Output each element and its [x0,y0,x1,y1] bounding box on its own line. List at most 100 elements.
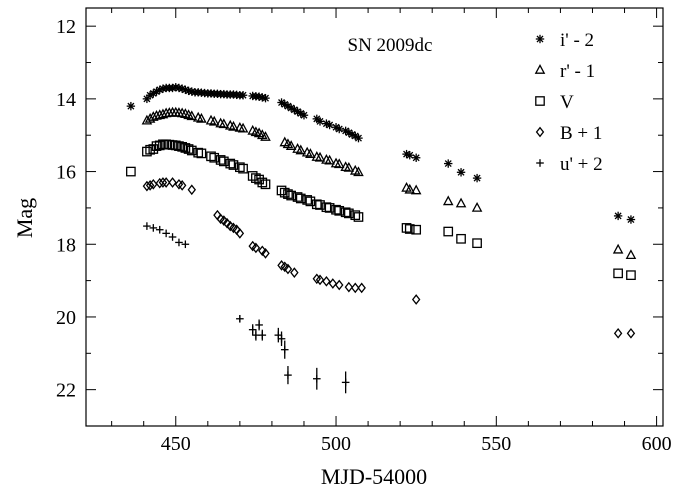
y-tick-label: 16 [56,162,76,184]
data-point-asterisk [126,101,136,111]
data-point-triangle [218,118,230,129]
data-point-triangle [151,109,162,120]
data-point-square [404,224,415,234]
data-point-asterisk [411,153,421,162]
data-point-triangle [404,183,416,194]
data-point-asterisk [472,173,482,183]
data-point-asterisk [354,133,363,143]
data-point-square [215,155,226,165]
data-point-square [305,196,316,207]
data-point-triangle [237,122,249,133]
y-tick-label: 20 [56,307,76,329]
data-point-square [411,224,422,235]
data-point-triangle [343,161,355,172]
data-point-diamond [344,281,354,293]
legend-label: u' + 2 [560,154,603,175]
data-point-square [292,192,303,202]
data-point-triangle [157,108,169,119]
data-point-square [151,141,162,151]
data-point-diamond [315,274,325,286]
data-point-plus [149,224,158,232]
data-point-triangle [186,110,198,121]
data-point-square [180,143,191,153]
data-point-plus [274,331,283,339]
data-point-square [315,200,325,210]
plot-layer [126,83,637,394]
chart-title: SN 2009dc [348,35,433,56]
data-point-square [324,203,335,213]
data-point-diamond [155,177,164,189]
data-point-square [206,151,216,162]
y-tick-label: 12 [56,16,76,38]
data-point-square [209,152,220,163]
data-point-plus [181,240,190,249]
data-point-square [401,223,412,233]
data-point-plus [143,222,151,230]
data-point-square [225,158,236,169]
data-point-diamond [335,279,344,291]
data-point-triangle [285,140,297,150]
data-point-plus [341,378,350,387]
data-point-plus [277,334,286,343]
y-tick-label: 18 [56,234,76,256]
data-point-plus [168,233,177,241]
data-point-diamond [149,178,158,190]
data-point-triangle [442,195,454,206]
data-point-asterisk [299,111,309,120]
data-point-plus [248,325,257,334]
data-point-diamond [145,180,155,191]
data-point-triangle [314,151,326,162]
data-point-diamond [322,275,331,287]
legend-label: V [560,92,574,113]
data-point-triangle [154,109,166,120]
data-point-square [613,268,623,279]
data-point-plus [284,371,292,379]
data-point-triangle [324,154,335,165]
data-point-square [472,238,482,249]
data-point-square [283,189,293,199]
data-point-diamond [283,263,293,275]
data-point-square [286,190,297,201]
data-point-diamond [158,177,168,188]
data-point-diamond [161,177,171,188]
y-axis-label: Mag [12,198,37,238]
data-point-triangle [228,120,239,131]
data-point-square [260,179,271,190]
data-point-diamond [290,267,299,278]
data-point-diamond [411,294,421,305]
x-tick-label: 450 [161,433,191,455]
data-point-triangle [196,112,207,123]
data-point-square [154,140,165,151]
data-point-square [170,140,181,151]
data-point-square [340,207,351,218]
data-point-square [279,187,290,198]
data-point-diamond [235,228,245,239]
data-point-asterisk [238,91,248,100]
data-point-diamond [261,247,270,259]
data-point-square [331,204,341,215]
data-point-diamond [222,217,232,229]
data-point-square [193,147,204,158]
data-point-square [183,144,194,154]
data-point-diamond [142,180,152,192]
data-point-plus [252,331,260,339]
data-point-plus [255,321,263,329]
data-point-square [238,163,248,174]
data-point-asterisk [444,159,453,168]
data-point-asterisk [315,117,325,126]
legend-label: i' - 2 [560,30,594,51]
data-point-square [196,148,207,159]
data-point-square [295,193,306,204]
data-point-square [235,162,245,173]
data-point-plus [313,374,321,383]
x-tick-label: 500 [321,433,351,455]
data-point-square [334,205,345,216]
data-point-square [626,270,636,281]
data-point-triangle [295,144,307,155]
legend: i' - 2 r' - 1 V B + 1 u' + 2 [534,30,603,175]
data-point-triangle [333,158,345,169]
data-point-diamond [328,278,338,289]
legend-marker-triangle [534,64,546,74]
